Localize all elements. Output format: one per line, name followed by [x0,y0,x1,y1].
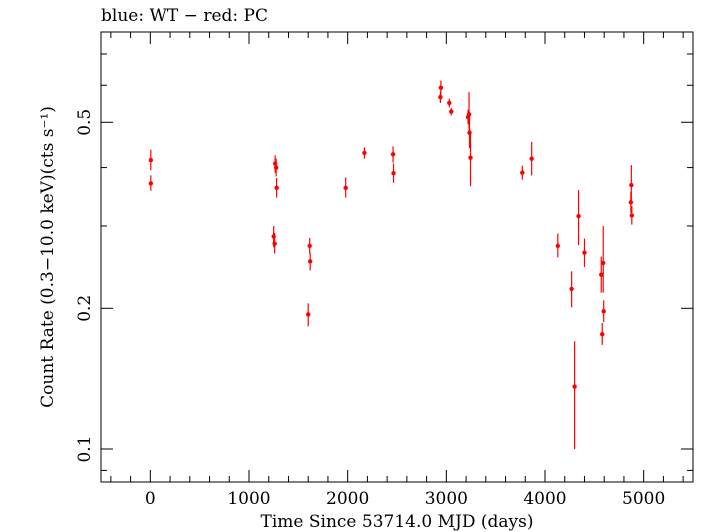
data-marker [600,332,605,337]
data-marker [582,250,587,255]
data-marker [307,259,313,264]
x-tick-label: 2000 [326,489,369,509]
data-marker [148,157,154,163]
data-point [529,141,534,176]
data-marker [148,181,154,186]
data-marker [601,260,606,266]
data-marker [447,100,452,106]
x-axis: 0 1000 2000 3000 4000 5000 [110,32,684,509]
data-marker [572,384,577,389]
data-marker [362,150,367,156]
data-point [148,149,154,171]
data-marker [629,182,634,188]
data-point [468,130,473,187]
data-point [307,237,312,254]
data-marker [569,286,574,292]
data-point [520,165,525,180]
data-point [629,165,634,204]
data-point [343,177,348,198]
data-point [391,163,396,183]
data-marker [601,309,606,314]
data-marker [449,109,454,114]
data-marker [438,94,443,100]
x-axis-label: Time Since 53714.0 MJD (days) [261,512,534,532]
x-tick-label: 3000 [425,489,468,509]
data-point [601,300,606,322]
data-marker [576,213,581,219]
data-point [272,232,277,254]
data-marker [306,312,311,317]
y-axis-label: Count Rate (0.3−10.0 keV)(cts s⁻¹) [38,106,58,408]
data-point [438,80,444,95]
data-point [306,303,311,327]
data-marker [555,243,561,249]
plot-frame [100,31,694,483]
data-marker [599,272,604,277]
data-points [148,80,635,450]
data-marker [391,171,396,176]
chart-title: blue: WT − red: PC [101,6,268,26]
data-marker [273,165,279,170]
data-marker [629,213,635,218]
y-tick-label: 0.5 [75,109,95,136]
x-tick-label: 4000 [523,489,566,509]
y-axis: 0.1 0.2 0.5 [75,53,693,471]
data-point [600,323,605,345]
data-marker [390,152,396,157]
data-point [576,190,581,246]
data-point [274,177,279,198]
x-tick-label: 1000 [227,489,270,509]
data-marker [343,185,348,191]
data-marker [466,112,472,117]
x-tick-label: 0 [145,489,156,509]
data-marker [520,170,525,175]
y-tick-label: 0.1 [75,435,95,462]
data-point [582,238,587,268]
data-point [572,341,577,450]
data-marker [274,185,279,191]
data-marker [468,155,473,160]
data-marker [272,241,277,246]
data-point [555,233,561,258]
y-tick-label: 0.2 [75,295,95,322]
data-marker [307,243,312,249]
data-point [449,107,454,116]
data-point [569,271,574,308]
data-point [629,206,635,225]
x-tick-label: 5000 [622,489,665,509]
data-marker [529,156,534,161]
data-point [307,252,313,271]
data-point [447,98,452,108]
data-marker [438,85,444,90]
data-point [148,175,154,191]
data-point [362,147,367,159]
data-point [273,158,279,177]
data-point [601,225,606,293]
data-point [390,146,396,163]
